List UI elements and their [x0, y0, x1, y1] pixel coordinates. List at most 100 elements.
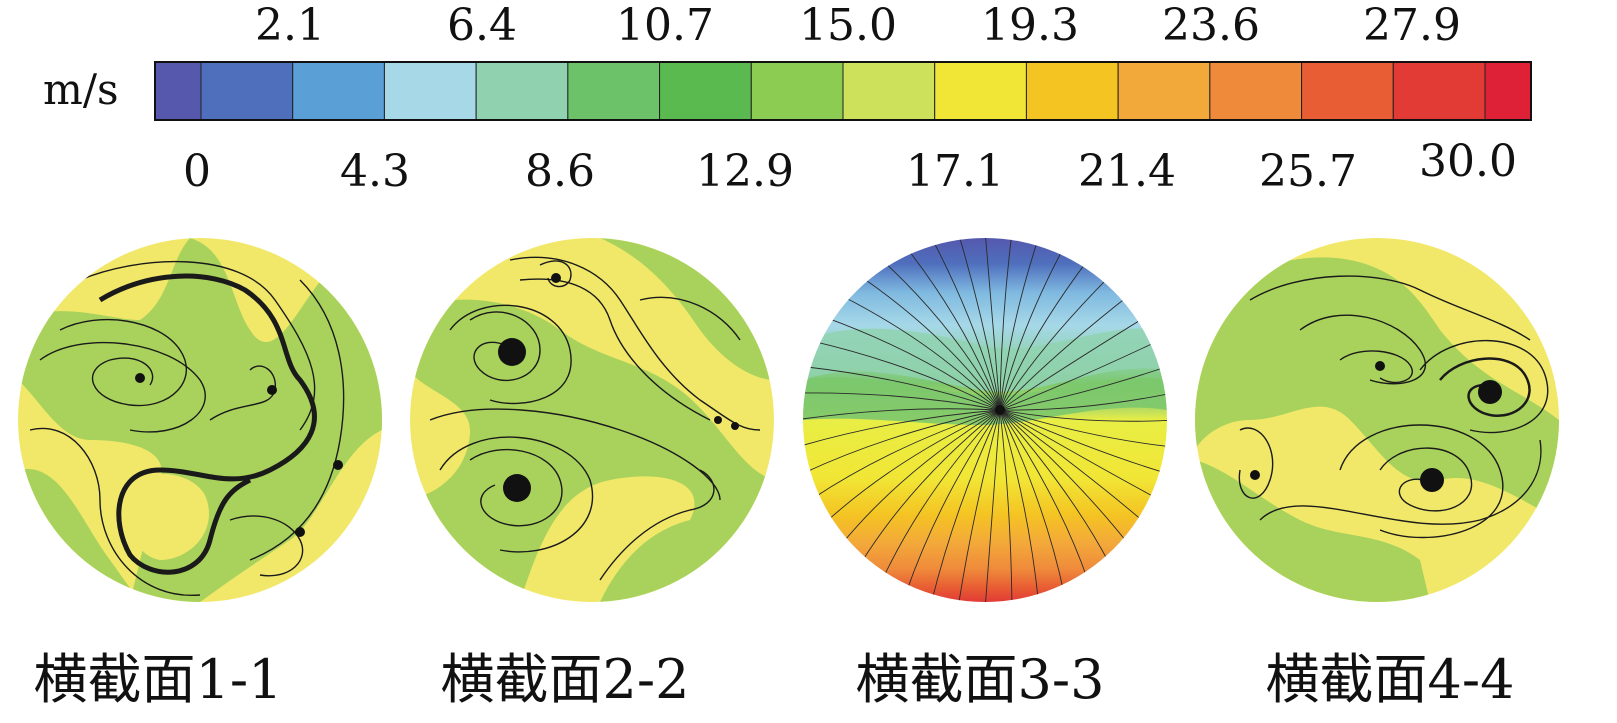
vortex-core: [267, 385, 277, 395]
streamline: [999, 409, 1065, 593]
streamline: [984, 409, 1001, 602]
tick-label-bottom: 30.0: [1419, 136, 1517, 187]
streamlines: [803, 238, 1167, 602]
streamline: [999, 409, 1146, 524]
cross-section-3: [803, 238, 1167, 602]
colorbar-bottom-ticks: 0 4.3 8.6 12.9 17.1 21.4 25.7 30.0: [183, 136, 1517, 197]
streamline: [999, 238, 1013, 411]
streamline: [999, 366, 1167, 411]
streamline: [824, 409, 1001, 524]
tick-label-top: 23.6: [1162, 0, 1260, 51]
colorbar-top-ticks: 2.1 6.4 10.7 15.0 19.3 23.6 27.9: [255, 0, 1461, 51]
vortex-core: [503, 474, 531, 502]
colorbar-cell: [475, 61, 569, 121]
streamlines: [29, 260, 345, 596]
vortex-core: [1250, 470, 1260, 480]
tick-label-bottom: 25.7: [1259, 146, 1357, 197]
cross-section-2: [410, 238, 774, 602]
streamline: [803, 409, 1001, 474]
vortex-core: [295, 527, 305, 537]
section-caption-2: 横截面2-2: [441, 648, 690, 711]
tick-label-bottom: 0: [183, 146, 211, 197]
vortex-core: [714, 416, 722, 424]
streamline: [999, 409, 1039, 602]
colorbar-cells: [154, 61, 1532, 121]
colorbar-cell: [1484, 61, 1532, 121]
streamlines: [429, 256, 761, 581]
vortex-core: [333, 460, 343, 470]
colorbar-cell: [934, 61, 1027, 121]
colorbar-cell: [842, 61, 936, 121]
tick-label-top: 15.0: [799, 0, 897, 51]
colorbar-cell: [200, 61, 294, 121]
streamline: [803, 408, 1001, 421]
streamline: [931, 238, 1001, 411]
velocity-contour-region: [1195, 257, 1559, 520]
cross-section-4: [1195, 238, 1559, 602]
vortex-core: [1375, 361, 1385, 371]
streamline: [860, 409, 1001, 564]
colorbar-cell: [750, 61, 844, 121]
streamline: [825, 316, 1001, 411]
streamline: [999, 409, 1110, 564]
section-caption-4: 横截面4-4: [1266, 648, 1515, 711]
vortex-core: [731, 422, 739, 430]
streamline: [999, 340, 1158, 411]
streamline: [860, 276, 1001, 411]
streamline: [999, 246, 1065, 411]
colorbar-frame: [154, 61, 1532, 121]
colorbar-legend: m/s 2.1 6.4 10.7 15.0 19.3 23.6 27.9 0 4…: [43, 0, 1532, 197]
tick-label-top: 19.3: [981, 0, 1079, 51]
tick-label-top: 2.1: [255, 0, 325, 51]
vortex-core: [135, 373, 145, 383]
tick-label-bottom: 21.4: [1078, 146, 1176, 197]
cross-section-1: [18, 238, 382, 602]
tick-label-top: 10.7: [616, 0, 714, 51]
colorbar-cell: [659, 61, 752, 121]
colorbar-cell: [383, 61, 477, 121]
streamline: [841, 295, 1001, 411]
streamline: [812, 340, 1001, 411]
colorbar-cell: [1392, 61, 1486, 121]
colorbar-cell: [567, 61, 661, 121]
streamline: [881, 409, 1001, 580]
streamline: [905, 409, 1001, 593]
streamline: [931, 409, 1001, 602]
colorbar-unit-label: m/s: [43, 65, 119, 114]
colorbar-cell: [1117, 61, 1211, 121]
tick-label-bottom: 17.1: [906, 146, 1004, 197]
streamline: [999, 295, 1129, 411]
streamline: [999, 409, 1013, 602]
vortex-core: [498, 338, 526, 366]
colorbar-cell: [154, 61, 202, 121]
streamline: [999, 316, 1146, 411]
streamline: [803, 409, 1001, 448]
streamline: [841, 409, 1001, 545]
streamline: [957, 238, 1001, 411]
streamline: [905, 246, 1001, 411]
streamline: [999, 409, 1159, 500]
streamline: [999, 392, 1167, 411]
colorbar-cell: [1209, 61, 1303, 121]
streamline: [803, 392, 1001, 411]
streamline: [999, 409, 1129, 545]
streamline: [999, 409, 1089, 580]
tick-label-bottom: 12.9: [696, 146, 794, 197]
colorbar-cell: [1301, 61, 1394, 121]
streamline: [999, 276, 1110, 411]
velocity-contour-region: [126, 473, 209, 560]
vortex-core: [1420, 468, 1444, 492]
colorbar-cell: [292, 61, 385, 121]
vortex-core: [995, 405, 1005, 415]
streamline: [984, 238, 1001, 411]
tick-label-top: 6.4: [447, 0, 517, 51]
section-caption-1: 横截面1-1: [34, 648, 283, 711]
streamline: [803, 366, 1001, 411]
tick-label-bottom: 8.6: [525, 146, 595, 197]
streamline: [999, 409, 1167, 448]
streamline: [999, 238, 1039, 411]
section-caption-3: 横截面3-3: [856, 648, 1105, 711]
streamline: [999, 409, 1167, 474]
velocity-contour-region: [803, 377, 1167, 425]
